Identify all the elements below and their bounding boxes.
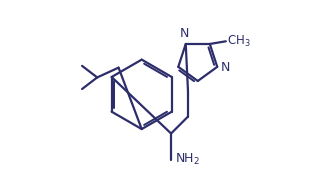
Text: CH$_3$: CH$_3$ bbox=[227, 34, 250, 49]
Text: NH$_2$: NH$_2$ bbox=[174, 152, 200, 167]
Text: N: N bbox=[221, 61, 230, 74]
Text: N: N bbox=[180, 27, 189, 40]
